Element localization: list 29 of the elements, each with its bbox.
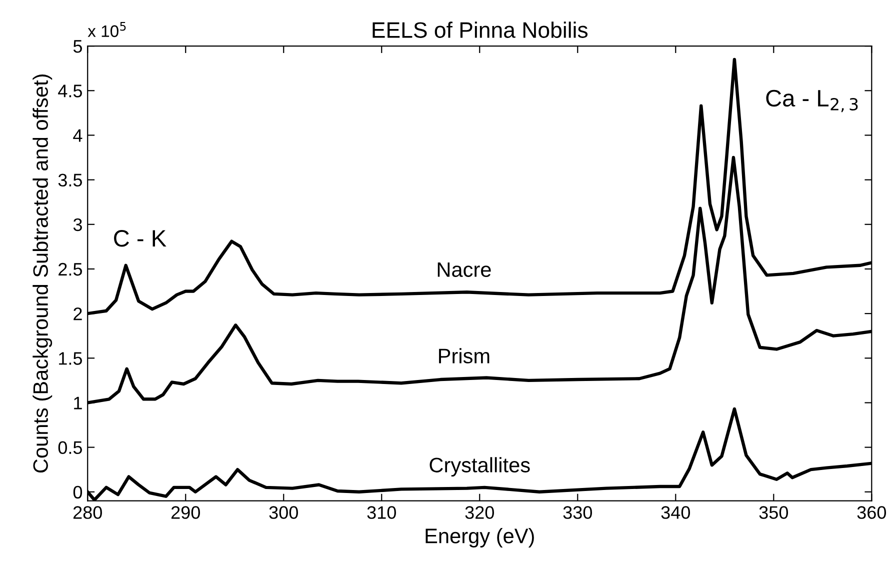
x-tick-label: 360	[857, 506, 886, 519]
y-tick-label: 2.5	[58, 262, 82, 276]
x-tick-label: 340	[661, 506, 690, 519]
x-tick-label: 280	[73, 506, 102, 519]
y-tick-label: 0.5	[58, 441, 82, 454]
x-tick-label: 350	[759, 506, 788, 519]
annotation: C - K	[114, 230, 166, 247]
y-tick-label: 3	[73, 218, 82, 232]
chart-title: EELS of Pinna Nobilis	[372, 22, 588, 38]
series-label: Nacre	[438, 262, 491, 277]
x-tick-label: 300	[269, 506, 298, 519]
y-axis-title: Counts (Background Subtracted and offset)	[32, 74, 52, 473]
y-tick-label: 4.5	[58, 84, 82, 98]
series-label: Prism	[439, 348, 490, 364]
y-tick-label: 3.5	[58, 174, 82, 187]
x-tick-label: 290	[171, 506, 200, 519]
y-tick-label: 4	[73, 129, 82, 142]
y-tick-label: 1.5	[59, 352, 82, 365]
x-tick-label: 310	[367, 506, 396, 519]
text: x 10$^{5}$	[88, 22, 126, 38]
y-tick-label: 2	[74, 307, 82, 320]
annotation: Ca - L$_{2,3}$	[766, 90, 858, 112]
x-tick-label: 330	[563, 506, 592, 519]
x-tick-label: 320	[465, 506, 494, 519]
y-tick-label: 0	[73, 486, 82, 499]
x-axis-title: Energy (eV)	[426, 528, 534, 548]
y-tick-label: 1	[74, 396, 82, 410]
series-label: Crystallites	[430, 457, 530, 477]
y-tick-label: 5	[73, 40, 82, 53]
